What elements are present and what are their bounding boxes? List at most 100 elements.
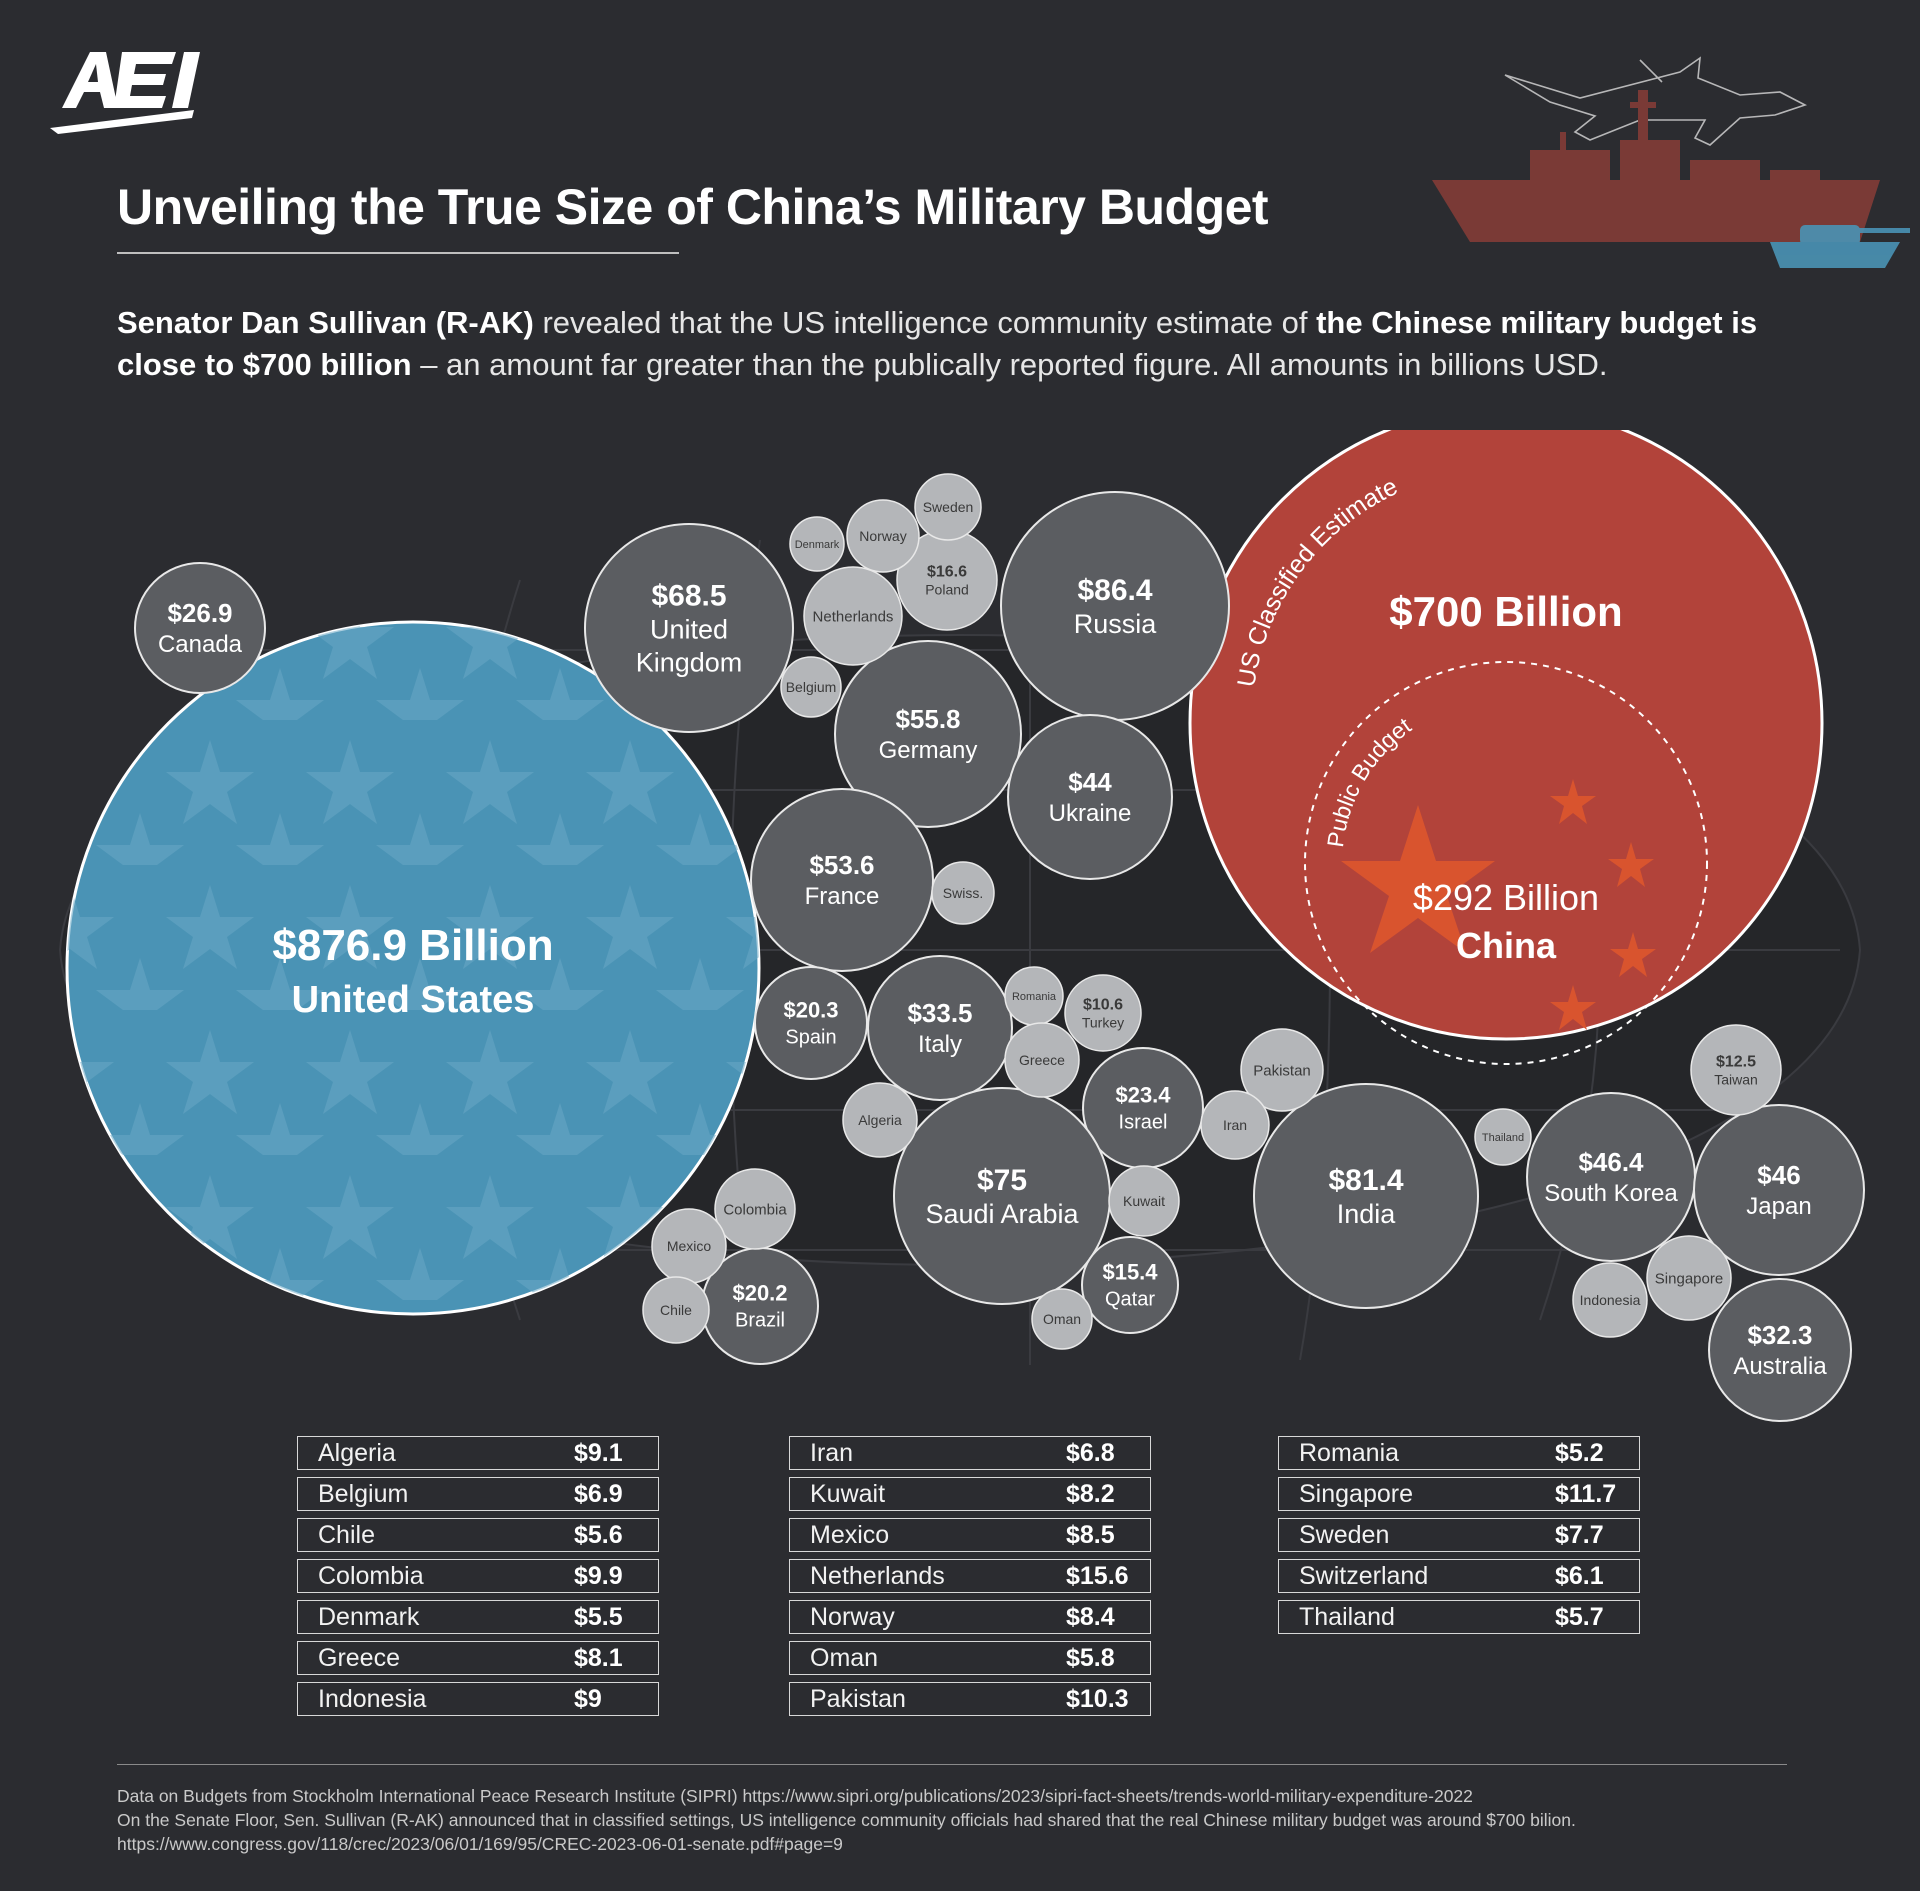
bubble-circle-algeria — [842, 1082, 918, 1158]
bubble-circle-australia — [1708, 1278, 1852, 1422]
table-country: Belgium — [318, 1480, 409, 1508]
bubble-circle-india — [1253, 1083, 1479, 1309]
table-column-2: Iran $6.8 Kuwait $8.2 Mexico $8.5 Netherlan… — [789, 1436, 1151, 1723]
bubble-name-spain: Spain — [785, 1027, 836, 1049]
bubble-name-canada: Canada — [158, 631, 243, 658]
bubble-name-israel: Israel — [1119, 1112, 1168, 1134]
bubble-name-russia: Russia — [1074, 609, 1158, 639]
military-silhouettes — [1432, 56, 1910, 268]
bubble-name-mexico: Mexico — [667, 1238, 712, 1254]
bubble-swiss: Swiss. — [931, 861, 995, 925]
bubble-value-russia: $86.4 — [1077, 574, 1152, 607]
bubble-chart: $876.9 Billion United States US Classifi… — [58, 430, 1865, 1422]
bubble-united-states: $876.9 Billion United States — [65, 620, 761, 1316]
bubble-circle-france — [750, 788, 934, 972]
table-row: Oman $5.8 — [789, 1641, 1151, 1675]
table-value: $15.6 — [1066, 1562, 1129, 1590]
bubble-thailand: Thailand — [1474, 1108, 1532, 1166]
table-value: $9 — [574, 1685, 602, 1713]
bubble-iran: Iran — [1200, 1090, 1270, 1160]
table-row: Pakistan $10.3 — [789, 1682, 1151, 1716]
bubble-value-germany: $55.8 — [895, 704, 960, 734]
title-divider — [117, 252, 679, 254]
china-name: China — [1456, 925, 1557, 966]
table-row: Netherlands $15.6 — [789, 1559, 1151, 1593]
bubble-name-singapore: Singapore — [1655, 1270, 1723, 1287]
bubble-value-turkey: $10.6 — [1083, 997, 1123, 1014]
subtitle-highlight: the Chinese military budget is close to … — [117, 305, 1758, 382]
bubble-name-colombia: Colombia — [723, 1201, 787, 1218]
china-flag-stars-icon — [1341, 779, 1656, 1030]
bubble-name-greece: Greece — [1019, 1052, 1065, 1068]
bubble-greece: Greece — [1004, 1022, 1080, 1098]
bubble-circle-qatar — [1081, 1236, 1179, 1334]
source-line-1: Data on Budgets from Stockholm Internati… — [117, 1786, 1473, 1806]
table-country: Norway — [810, 1603, 895, 1631]
bubble-qatar: $15.4 Qatar — [1081, 1236, 1179, 1334]
table-country: Switzerland — [1299, 1562, 1429, 1590]
bubble-name-belgium: Belgium — [786, 679, 837, 695]
bubble-chile: Chile — [642, 1276, 710, 1344]
table-value: $6.1 — [1555, 1562, 1604, 1590]
table-row: Switzerland $6.1 — [1278, 1559, 1640, 1593]
table-column-3: Romania $5.2 Singapore $11.7 Sweden $7.7 Sw… — [1278, 1436, 1640, 1641]
bubble-circle-united-kingdom — [584, 523, 794, 733]
china-public-value: $292 Billion — [1413, 877, 1599, 918]
table-row: Chile $5.6 — [297, 1518, 659, 1552]
bubble-circle-iran — [1200, 1090, 1270, 1160]
table-value: $5.6 — [574, 1521, 623, 1549]
bubble-value-india: $81.4 — [1328, 1164, 1403, 1197]
table-row: Belgium $6.9 — [297, 1477, 659, 1511]
table-column-1: Algeria $9.1 Belgium $6.9 Chile $5.6 Colomb… — [297, 1436, 659, 1723]
table-country: Oman — [810, 1644, 879, 1672]
table-row: Kuwait $8.2 — [789, 1477, 1151, 1511]
subtitle-text: revealed that the US intelligence commun… — [533, 305, 1317, 340]
fighter-jet-icon — [1504, 56, 1808, 146]
bubble-pakistan: Pakistan — [1240, 1028, 1324, 1112]
bubble-value-australia: $32.3 — [1747, 1320, 1812, 1350]
bubble-israel: $23.4 Israel — [1082, 1047, 1204, 1169]
table-value: $8.1 — [574, 1644, 623, 1672]
table-value: $5.5 — [574, 1603, 623, 1631]
bubble-algeria: Algeria — [842, 1082, 918, 1158]
bubble-name-saudi-arabia: Saudi Arabia — [925, 1199, 1079, 1229]
bubble-name-united-kingdom: Kingdom — [636, 648, 743, 678]
bubble-circle-belgium — [780, 656, 842, 718]
table-country: Iran — [810, 1439, 854, 1467]
bubble-circle-thailand — [1474, 1108, 1532, 1166]
us-name: United States — [292, 979, 535, 1021]
subtitle-tail: – an amount far greater than the publica… — [411, 347, 1608, 382]
bubble-value-italy: $33.5 — [907, 998, 972, 1028]
bubble-circle-oman — [1031, 1288, 1093, 1350]
bubble-name-kuwait: Kuwait — [1123, 1193, 1165, 1209]
bubble-belgium: Belgium — [780, 656, 842, 718]
bubble-circle-italy — [867, 955, 1013, 1101]
bubble-name-oman: Oman — [1043, 1311, 1081, 1327]
bubble-circle-indonesia — [1572, 1262, 1648, 1338]
page-title: Unveiling the True Size of China’s Milit… — [117, 179, 1269, 235]
bubble-romania: Romania — [1004, 966, 1064, 1026]
bubble-singapore: Singapore — [1646, 1235, 1732, 1321]
bubble-value-taiwan: $12.5 — [1716, 1054, 1756, 1071]
bubble-circle-norway — [846, 499, 920, 573]
bubble-value-south-korea: $46.4 — [1578, 1147, 1644, 1177]
table-country: Netherlands — [810, 1562, 945, 1590]
bubble-value-poland: $16.6 — [927, 564, 967, 581]
bubble-circle-colombia — [714, 1168, 796, 1250]
table-row: Algeria $9.1 — [297, 1436, 659, 1470]
bubble-ukraine: $44 Ukraine — [1007, 714, 1173, 880]
bubble-name-thailand: Thailand — [1482, 1132, 1524, 1144]
bubble-value-saudi-arabia: $75 — [977, 1164, 1027, 1197]
table-country: Kuwait — [810, 1480, 886, 1508]
bubble-sweden: Sweden — [914, 473, 982, 541]
bubble-france: $53.6 France — [750, 788, 934, 972]
footer-divider — [117, 1764, 1787, 1765]
table-row: Romania $5.2 — [1278, 1436, 1640, 1470]
table-row: Greece $8.1 — [297, 1641, 659, 1675]
table-value: $10.3 — [1066, 1685, 1129, 1713]
